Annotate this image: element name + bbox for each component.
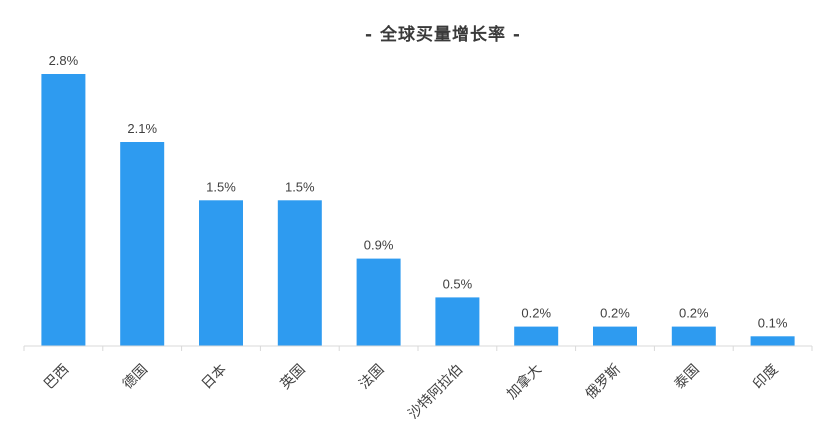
data-label-9: 0.2% (679, 306, 709, 321)
data-label-3: 1.5% (206, 179, 236, 194)
data-label-8: 0.2% (600, 306, 630, 321)
bar-10 (750, 336, 795, 346)
data-label-1: 2.8% (49, 53, 79, 68)
data-label-2: 2.1% (127, 121, 157, 136)
category-label-6: 沙特阿拉伯 (405, 362, 466, 423)
bars-group (41, 74, 795, 346)
category-label-4: 英国 (277, 361, 309, 393)
bar-4 (277, 200, 322, 346)
data-label-7: 0.2% (521, 306, 551, 321)
bar-5 (356, 258, 401, 346)
category-labels-group: 巴西 德国 日本 英国 法国 沙特阿拉伯 加拿大 俄罗斯 泰国 印度 (41, 361, 781, 423)
bar-6 (435, 297, 480, 346)
data-label-6: 0.5% (443, 276, 473, 291)
data-label-10: 0.1% (758, 315, 788, 330)
category-label-8: 俄罗斯 (583, 362, 624, 403)
category-label-7: 加拿大 (503, 361, 545, 403)
x-axis-ticks (23, 346, 813, 351)
category-label-5: 法国 (356, 362, 387, 393)
category-label-1: 巴西 (41, 362, 72, 393)
bar-2 (120, 142, 165, 346)
bar-3 (199, 200, 243, 346)
category-label-10: 印度 (750, 362, 781, 393)
category-label-3: 日本 (199, 362, 230, 393)
chart-title: - 全球买量增长率 - (365, 25, 521, 45)
data-label-5: 0.9% (364, 238, 394, 253)
data-label-4: 1.5% (285, 179, 315, 194)
category-label-9: 泰国 (672, 362, 703, 393)
bar-8 (593, 326, 637, 346)
data-labels-group: 2.8% 2.1% 1.5% 1.5% 0.9% 0.5% 0.2% 0.2% 0.2% 0.1% (49, 53, 788, 330)
category-label-2: 德国 (120, 362, 151, 393)
bar-7 (514, 326, 559, 346)
bar-1 (41, 74, 86, 346)
bar-9 (671, 326, 716, 346)
